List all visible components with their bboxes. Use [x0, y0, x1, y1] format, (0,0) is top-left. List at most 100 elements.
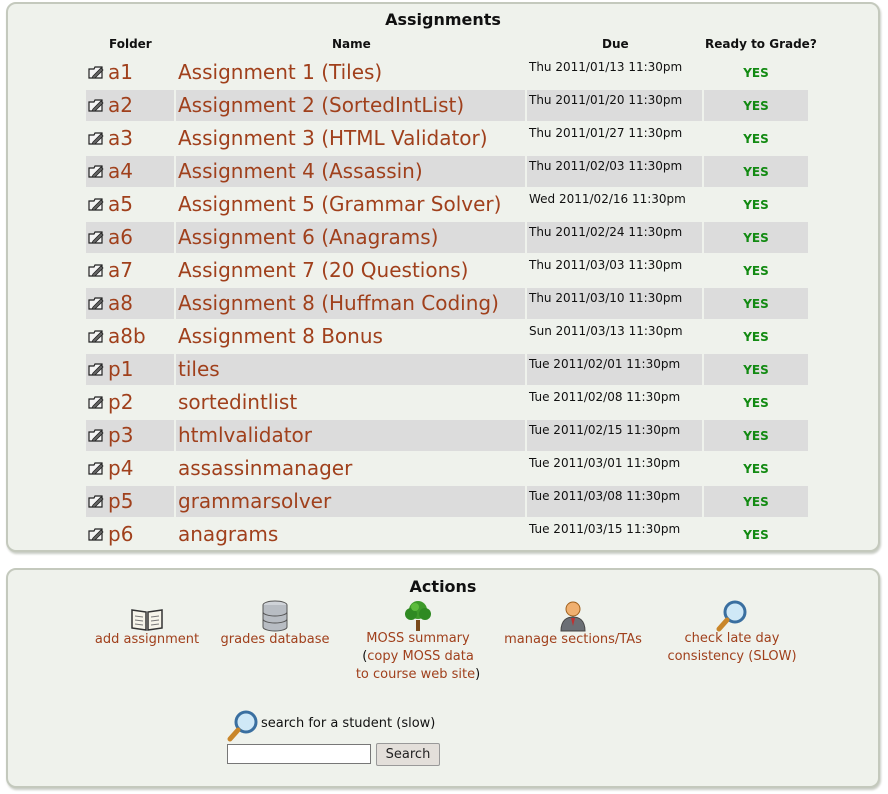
due-date: Thu 2011/03/10 11:30pm: [529, 291, 683, 305]
ready-status: YES: [743, 66, 769, 80]
row-bg: [527, 222, 702, 253]
table-row: a7 Assignment 7 (20 Questions) Thu 2011/03…: [86, 255, 808, 286]
assignment-name-link[interactable]: Assignment 7 (20 Questions): [178, 258, 469, 282]
folder-edit-icon: [88, 495, 104, 508]
row-bg: [527, 420, 702, 451]
assignment-name-link[interactable]: Assignment 3 (HTML Validator): [178, 126, 488, 150]
assignment-name-link[interactable]: anagrams: [178, 522, 279, 546]
assignment-name-link[interactable]: sortedintlist: [178, 390, 298, 414]
add-assignment-link[interactable]: add assignment: [94, 632, 200, 647]
assignment-name-link[interactable]: Assignment 1 (Tiles): [178, 60, 383, 84]
ready-status: YES: [743, 165, 769, 179]
table-row: a2 Assignment 2 (SortedIntList) Thu 2011/0…: [86, 90, 808, 121]
table-row: p1 tiles Tue 2011/02/01 11:30pm YES: [86, 354, 808, 385]
folder-edit-icon: [88, 462, 104, 475]
folder-link[interactable]: a8b: [108, 324, 146, 348]
manage-sections-action[interactable]: manage sections/TAs: [502, 600, 644, 647]
due-date: Tue 2011/02/01 11:30pm: [529, 357, 681, 371]
copy-moss-link-line2[interactable]: to course web site: [355, 667, 476, 682]
folder-edit-icon: [88, 198, 104, 211]
row-bg: [527, 354, 702, 385]
grades-database-action[interactable]: grades database: [220, 600, 330, 647]
database-icon: [262, 600, 288, 632]
folder-link[interactable]: a7: [108, 258, 133, 282]
actions-title: Actions: [409, 577, 477, 596]
assignment-name-link[interactable]: Assignment 5 (Grammar Solver): [178, 192, 502, 216]
folder-link[interactable]: a5: [108, 192, 133, 216]
check-late-day-link[interactable]: check late day: [684, 631, 780, 646]
assignment-name-link[interactable]: assassinmanager: [178, 456, 353, 480]
due-date: Thu 2011/01/27 11:30pm: [529, 126, 683, 140]
table-row: a3 Assignment 3 (HTML Validator) Thu 2011/…: [86, 123, 808, 154]
copy-moss-link[interactable]: copy MOSS data: [367, 649, 474, 664]
row-bg: [527, 486, 702, 517]
ready-status: YES: [743, 429, 769, 443]
assignment-name-link[interactable]: Assignment 2 (SortedIntList): [178, 93, 465, 117]
due-date: Wed 2011/02/16 11:30pm: [529, 192, 686, 206]
row-bg: [527, 90, 702, 121]
folder-link[interactable]: a6: [108, 225, 133, 249]
folder-edit-icon: [88, 528, 104, 541]
assignment-name-link[interactable]: grammarsolver: [178, 489, 332, 513]
ready-status: YES: [743, 462, 769, 476]
folder-edit-icon: [88, 264, 104, 277]
folder-link[interactable]: p3: [108, 423, 134, 447]
column-header-ready: Ready to Grade?: [705, 37, 817, 51]
search-button[interactable]: Search: [376, 743, 440, 766]
folder-edit-icon: [88, 363, 104, 376]
search-label: search for a student (slow): [261, 716, 436, 731]
row-bg: [176, 222, 525, 253]
table-row: a8b Assignment 8 Bonus Sun 2011/03/13 11:3…: [86, 321, 808, 352]
folder-link[interactable]: p6: [108, 522, 134, 546]
folder-link[interactable]: a2: [108, 93, 133, 117]
folder-edit-icon: [88, 165, 104, 178]
folder-link[interactable]: a3: [108, 126, 133, 150]
ready-status: YES: [743, 396, 769, 410]
row-bg: [176, 354, 525, 385]
actions-panel: Actions add assignment grades database M: [6, 568, 880, 788]
moss-paren-open: (: [362, 649, 368, 664]
folder-link[interactable]: a1: [108, 60, 133, 84]
folder-edit-icon: [88, 429, 104, 442]
folder-link[interactable]: p2: [108, 390, 134, 414]
assignment-name-link[interactable]: htmlvalidator: [178, 423, 313, 447]
moss-summary-action: MOSS summary (copy MOSS data to course w…: [354, 600, 482, 684]
table-row: a8 Assignment 8 (Huffman Coding) Thu 2011/…: [86, 288, 808, 319]
assignments-panel: Assignments Folder Name Due Ready to Gra…: [6, 2, 880, 552]
due-date: Tue 2011/03/01 11:30pm: [529, 456, 681, 470]
student-search: search for a student (slow) Search: [227, 710, 467, 780]
folder-link[interactable]: p1: [108, 357, 134, 381]
folder-link[interactable]: p4: [108, 456, 134, 480]
grades-database-link[interactable]: grades database: [220, 632, 330, 647]
add-assignment-action[interactable]: add assignment: [92, 604, 202, 647]
folder-link[interactable]: a4: [108, 159, 133, 183]
assignment-name-link[interactable]: Assignment 6 (Anagrams): [178, 225, 439, 249]
ready-status: YES: [743, 231, 769, 245]
folder-link[interactable]: a8: [108, 291, 133, 315]
assignment-name-link[interactable]: Assignment 8 Bonus: [178, 324, 383, 348]
table-row: a4 Assignment 4 (Assassin) Thu 2011/02/03 …: [86, 156, 808, 187]
folder-link[interactable]: p5: [108, 489, 134, 513]
ready-status: YES: [743, 198, 769, 212]
search-input[interactable]: [227, 744, 371, 764]
assignment-name-link[interactable]: Assignment 8 (Huffman Coding): [178, 291, 499, 315]
magnifier-icon: [716, 600, 747, 632]
table-row: a6 Assignment 6 (Anagrams) Thu 2011/02/24 …: [86, 222, 808, 253]
assignments-title: Assignments: [385, 10, 501, 29]
column-header-due: Due: [602, 37, 629, 51]
check-late-day-action[interactable]: check late day consistency (SLOW): [662, 600, 802, 666]
assignment-name-link[interactable]: Assignment 4 (Assassin): [178, 159, 423, 183]
folder-edit-icon: [88, 330, 104, 343]
due-date: Thu 2011/01/20 11:30pm: [529, 93, 683, 107]
manage-sections-link[interactable]: manage sections/TAs: [504, 632, 642, 647]
column-header-folder: Folder: [109, 37, 152, 51]
row-bg: [704, 90, 808, 121]
row-bg: [176, 288, 525, 319]
moss-summary-link[interactable]: MOSS summary: [366, 631, 470, 646]
folder-edit-icon: [88, 231, 104, 244]
row-bg: [704, 486, 808, 517]
check-late-day-link-line2[interactable]: consistency (SLOW): [667, 649, 797, 664]
folder-edit-icon: [88, 66, 104, 79]
assignment-name-link[interactable]: tiles: [178, 357, 220, 381]
due-date: Thu 2011/01/13 11:30pm: [529, 60, 683, 74]
